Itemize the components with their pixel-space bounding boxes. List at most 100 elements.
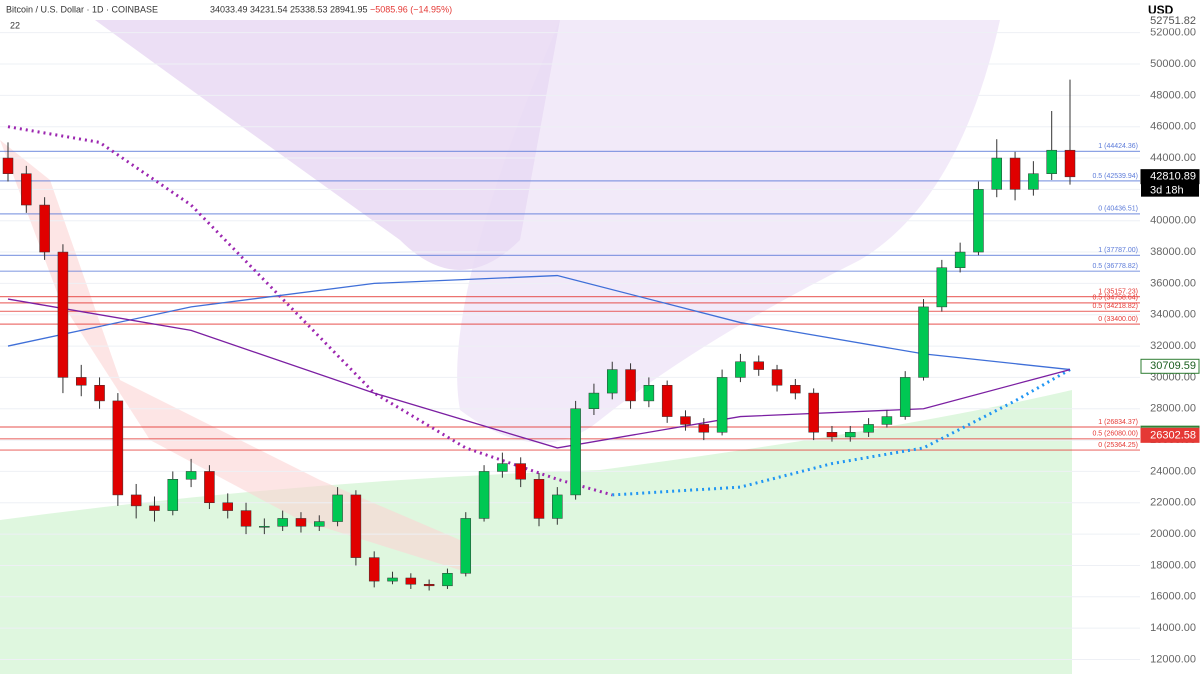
- candle-body: [57, 251, 69, 378]
- candle-body: [277, 518, 288, 527]
- candle-body: [771, 369, 783, 386]
- open: 34033.49: [210, 4, 248, 14]
- candle-body: [405, 577, 417, 585]
- y-tick-label: 20000.00: [1150, 528, 1196, 540]
- high: 34231.54: [250, 4, 288, 14]
- y-tick-label: 34000.00: [1150, 309, 1196, 321]
- y-tick-label: 32000.00: [1150, 340, 1196, 352]
- candle-body: [167, 479, 179, 511]
- candle-body: [130, 494, 142, 507]
- fib-label: 0 (33400.00): [1098, 316, 1138, 323]
- candle-body: [387, 577, 398, 582]
- fib-label: 0.5 (36778.82): [1092, 263, 1138, 270]
- fib-label: 1 (26834.37): [1098, 419, 1138, 426]
- candle-body: [240, 510, 252, 527]
- fib-label: 1 (35157.23): [1098, 288, 1138, 295]
- candle-body: [295, 518, 307, 527]
- y-tick-label: 28000.00: [1150, 403, 1196, 415]
- candle-body: [442, 573, 453, 587]
- y-tick-label: 50000.00: [1150, 58, 1196, 70]
- candle-body: [863, 424, 874, 433]
- y-tick-label: 30000.00: [1150, 371, 1196, 383]
- candle-body: [533, 479, 545, 519]
- candle-body: [1064, 149, 1076, 178]
- candle-body: [423, 583, 435, 587]
- y-tick-label: 12000.00: [1150, 653, 1196, 665]
- candle-body: [899, 377, 911, 417]
- candle-body: [314, 521, 325, 527]
- candle-body: [716, 377, 728, 433]
- y-tick-label: 18000.00: [1150, 559, 1196, 571]
- fib-label: 0 (40436.51): [1098, 206, 1138, 213]
- candle-body: [606, 369, 618, 394]
- price-label: 26302.58: [1150, 429, 1196, 441]
- price-label-box: [1140, 427, 1200, 443]
- y-tick-label: 36000.00: [1150, 277, 1196, 289]
- y-tick-label: 22000.00: [1150, 497, 1196, 509]
- candle-body: [368, 557, 380, 582]
- fib-label: 0.5 (26080.00): [1092, 431, 1138, 438]
- red-band: [0, 140, 460, 570]
- y-tick-label: 24000.00: [1150, 465, 1196, 477]
- candle-body: [2, 157, 14, 174]
- candle-body: [881, 416, 893, 425]
- price-label-box: [1140, 358, 1200, 374]
- candle-body: [478, 471, 490, 519]
- candle-body: [112, 400, 124, 496]
- indicator: 22: [10, 20, 20, 30]
- candle-body: [1009, 157, 1021, 190]
- fib-label: 0.5 (34218.82): [1092, 303, 1138, 310]
- candle-body: [790, 384, 801, 394]
- candle-body: [643, 384, 655, 402]
- cloud-band: [95, 20, 560, 270]
- green-band: [0, 390, 1072, 674]
- countdown: 3d 18h: [1150, 185, 1184, 197]
- candle-body: [588, 392, 600, 409]
- y-tick-label: 46000.00: [1150, 121, 1196, 133]
- fib-label: 0.5 (34758.64): [1092, 295, 1138, 302]
- y-tick-label: 44000.00: [1150, 152, 1196, 164]
- countdown-box: [1141, 183, 1199, 197]
- y-tick-label: 40000.00: [1150, 215, 1196, 227]
- fib-label: 1 (44424.36): [1098, 143, 1138, 150]
- y-tick-label: 38000.00: [1150, 246, 1196, 258]
- price-label: 52751.82: [1150, 15, 1196, 27]
- candle-body: [552, 494, 563, 519]
- price-axis: [1140, 0, 1200, 674]
- candle-body: [1046, 149, 1057, 174]
- candle-body: [332, 494, 343, 522]
- cloud-band: [457, 20, 1001, 443]
- symbol: Bitcoin / U.S. Dollar · 1D · COINBASE: [6, 4, 158, 14]
- candle-body: [75, 377, 87, 386]
- candle-body: [698, 424, 710, 433]
- y-tick-label: 16000.00: [1150, 591, 1196, 603]
- candle-body: [973, 189, 984, 253]
- candle-body: [497, 463, 508, 472]
- candle-body: [39, 204, 50, 253]
- candle-body: [222, 502, 233, 511]
- low: 25338.53: [290, 4, 328, 14]
- price-label: 42810.89: [1150, 171, 1196, 183]
- y-tick-label: 52000.00: [1150, 27, 1196, 39]
- moving-average: [7, 298, 1071, 449]
- change: −5085.96 (−14.95%): [370, 4, 452, 14]
- close: 28941.95: [330, 4, 368, 14]
- y-tick-label: 14000.00: [1150, 622, 1196, 634]
- candle-body: [808, 392, 819, 433]
- price-label: 30709.59: [1150, 360, 1196, 372]
- candle-body: [661, 384, 673, 417]
- candle-body: [918, 306, 929, 378]
- candle-body: [735, 361, 746, 378]
- candle-body: [94, 384, 105, 402]
- candle-body: [21, 173, 32, 206]
- fib-label: 0 (25364.25): [1098, 442, 1138, 449]
- candle-body: [845, 432, 856, 438]
- fib-label: 0.5 (42539.94): [1092, 173, 1138, 180]
- candle-body: [826, 432, 838, 438]
- candle-body: [460, 518, 472, 574]
- candle-body: [680, 416, 691, 425]
- candle-body: [936, 267, 948, 308]
- candle-body: [625, 369, 636, 402]
- candle-body: [204, 471, 215, 504]
